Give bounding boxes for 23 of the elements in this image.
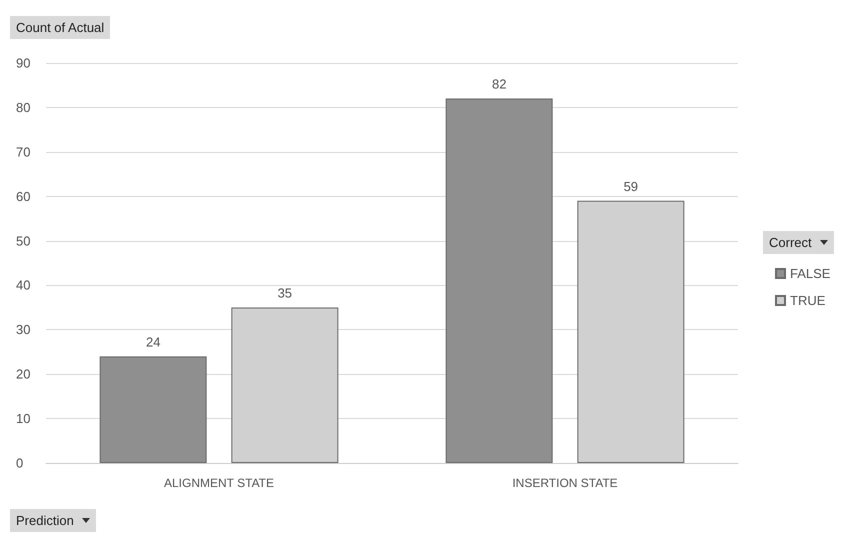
y-tick-label: 10 (16, 411, 30, 426)
y-tick-label: 50 (16, 233, 30, 248)
legend-label: FALSE (790, 266, 831, 281)
y-tick-label: 0 (16, 456, 24, 470)
legend-title: Correct (769, 235, 812, 250)
y-tick-label: 60 (16, 188, 30, 204)
y-tick-label: 20 (16, 366, 30, 382)
bar (100, 356, 207, 463)
y-tick-label: 40 (16, 278, 30, 293)
x-tick-label: INSERTION STATE (512, 476, 618, 490)
data-label: 59 (624, 178, 638, 194)
y-tick-label: 80 (16, 100, 30, 115)
x-tick-label: ALIGNMENT STATE (164, 476, 274, 490)
data-label: 82 (492, 76, 506, 92)
legend-label: TRUE (790, 293, 826, 308)
y-tick-label: 90 (16, 56, 30, 70)
bar (446, 98, 553, 463)
y-tick-label: 30 (16, 322, 30, 338)
data-label: 35 (278, 285, 292, 300)
data-label: 24 (146, 334, 160, 350)
y-axis-title: Count of Actual (10, 16, 110, 39)
y-tick-label: 70 (16, 144, 30, 160)
x-axis-title: Prediction (16, 513, 74, 528)
